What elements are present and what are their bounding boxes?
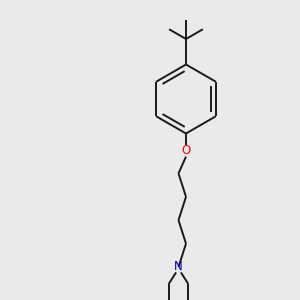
Text: N: N — [174, 260, 183, 274]
Text: O: O — [182, 143, 190, 157]
